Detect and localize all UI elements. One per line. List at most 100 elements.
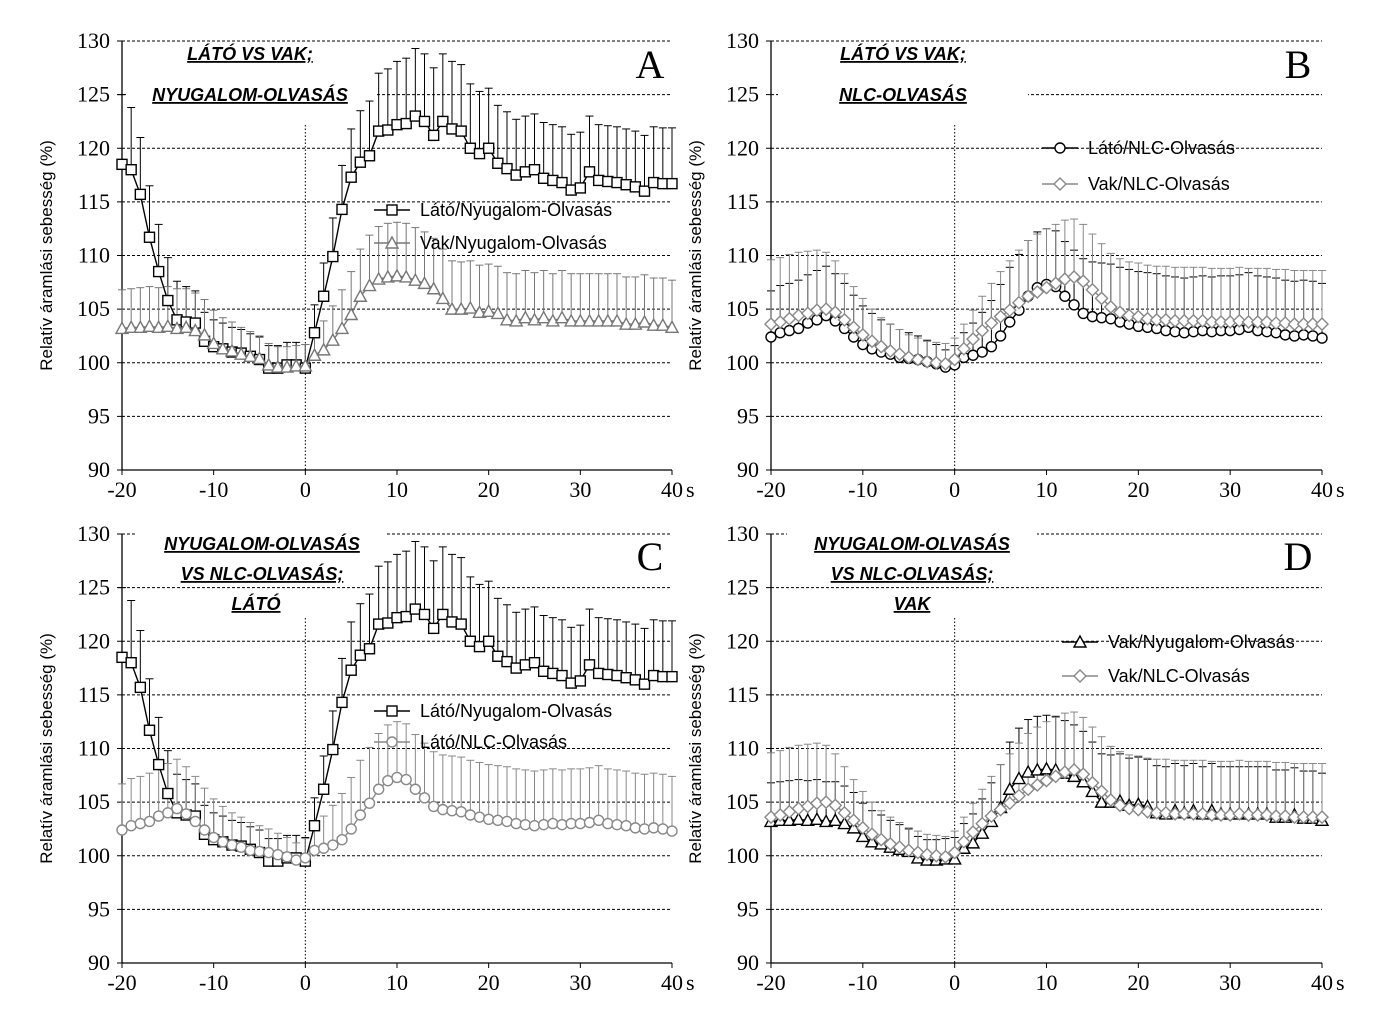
- data-point: [125, 657, 137, 669]
- y-axis-title: Relatív áramlási sebesség (%): [686, 140, 705, 371]
- data-point: [125, 820, 137, 832]
- data-point: [910, 352, 925, 367]
- data-point: [1296, 317, 1311, 332]
- condition-backdrop: [137, 533, 387, 557]
- data-point: [1131, 802, 1146, 817]
- series-2-line: [116, 771, 678, 866]
- condition-backdrop: [787, 563, 1037, 587]
- data-point: [162, 294, 174, 307]
- data-point: [226, 839, 238, 851]
- data-point: [180, 808, 192, 820]
- data-point: [453, 301, 469, 315]
- data-point: [554, 310, 570, 324]
- data-point: [336, 833, 348, 846]
- data-point: [966, 825, 981, 840]
- y-tick-label: 120: [726, 628, 759, 653]
- y-tick-label: 130: [77, 521, 110, 546]
- panel-d: 90 95 100 105 110 115 120 125 130 -20 -10 0 10 20 30 40…: [686, 521, 1345, 995]
- data-point: [380, 269, 396, 283]
- data-point: [160, 318, 176, 332]
- data-point: [207, 831, 220, 844]
- y-tick-label: 120: [726, 135, 759, 160]
- condition-backdrop: [125, 84, 375, 108]
- x-tick-label: -10: [199, 970, 228, 995]
- data-point: [473, 811, 486, 823]
- data-point: [938, 849, 953, 864]
- x-tick-label: 30: [569, 477, 591, 502]
- data-point: [197, 327, 212, 341]
- data-point: [638, 678, 651, 690]
- data-point: [1269, 316, 1284, 331]
- data-point: [611, 818, 623, 831]
- condition-backdrop: [131, 593, 381, 617]
- legend-label: Vak/NLC-Olvasás: [1088, 174, 1230, 194]
- y-tick-label: 125: [77, 82, 110, 107]
- data-point: [143, 815, 156, 828]
- data-point: [865, 827, 880, 842]
- data-point: [947, 845, 962, 860]
- data-point: [1131, 309, 1146, 324]
- condition-label: VS NLC-OLVASÁS;: [831, 563, 994, 584]
- data-point: [1076, 774, 1091, 788]
- data-point: [828, 798, 843, 813]
- data-point: [354, 649, 367, 661]
- data-point: [574, 817, 587, 830]
- data-point: [846, 813, 861, 828]
- data-point: [583, 166, 596, 178]
- x-tick-label: 40: [661, 970, 683, 995]
- data-point: [336, 203, 348, 216]
- data-point: [855, 828, 871, 843]
- data-point: [846, 320, 861, 335]
- y-tick-label: 115: [78, 682, 110, 707]
- y-tick-label: 95: [737, 403, 759, 428]
- panel-b: 90 95 100 105 110 115 120 125 130 -20 -10 0 10 20 30 40…: [686, 28, 1345, 502]
- legend-marker: [1073, 669, 1087, 683]
- condition-label: VAK: [894, 594, 933, 614]
- data-point: [215, 341, 231, 355]
- data-point: [1048, 276, 1063, 291]
- data-point: [400, 773, 412, 786]
- data-point: [1315, 317, 1329, 332]
- data-point: [169, 320, 185, 335]
- data-point: [828, 812, 843, 827]
- y-tick-label: 105: [726, 789, 759, 814]
- data-point: [655, 317, 671, 331]
- condition-backdrop: [778, 43, 1028, 67]
- data-point: [1297, 329, 1310, 341]
- y-tick-label: 125: [726, 575, 759, 600]
- data-point: [574, 675, 587, 687]
- data-point: [345, 664, 357, 676]
- data-point: [629, 822, 642, 834]
- data-point: [308, 327, 321, 339]
- data-point: [1158, 312, 1173, 327]
- panel-letter: B: [1285, 42, 1312, 87]
- data-point: [947, 352, 962, 367]
- condition-backdrop: [137, 563, 387, 587]
- legend-label: Vak/NLC-Olvasás: [1108, 666, 1250, 686]
- data-point: [975, 323, 990, 338]
- data-point: [1195, 313, 1210, 328]
- data-point: [865, 334, 880, 349]
- data-point: [116, 824, 128, 836]
- data-point: [299, 852, 312, 864]
- data-point: [353, 288, 368, 302]
- data-point: [152, 265, 165, 278]
- data-point: [308, 844, 321, 857]
- data-point: [638, 185, 651, 197]
- data-point: [482, 813, 495, 825]
- legend-marker: [1072, 634, 1088, 648]
- data-point: [224, 343, 240, 357]
- data-point: [472, 304, 487, 319]
- condition-label: LÁTÓ VS VAK;: [840, 43, 966, 64]
- data-point: [463, 300, 478, 314]
- data-point: [143, 231, 156, 243]
- data-point: [1250, 315, 1265, 329]
- data-point: [910, 845, 925, 860]
- data-point: [1296, 810, 1311, 825]
- y-tick-label: 105: [726, 296, 759, 321]
- data-point: [1213, 315, 1228, 329]
- data-point: [666, 670, 678, 683]
- data-point: [499, 312, 515, 326]
- y-axis-title: Relatív áramlási sebesség (%): [686, 633, 705, 864]
- data-point: [828, 305, 843, 320]
